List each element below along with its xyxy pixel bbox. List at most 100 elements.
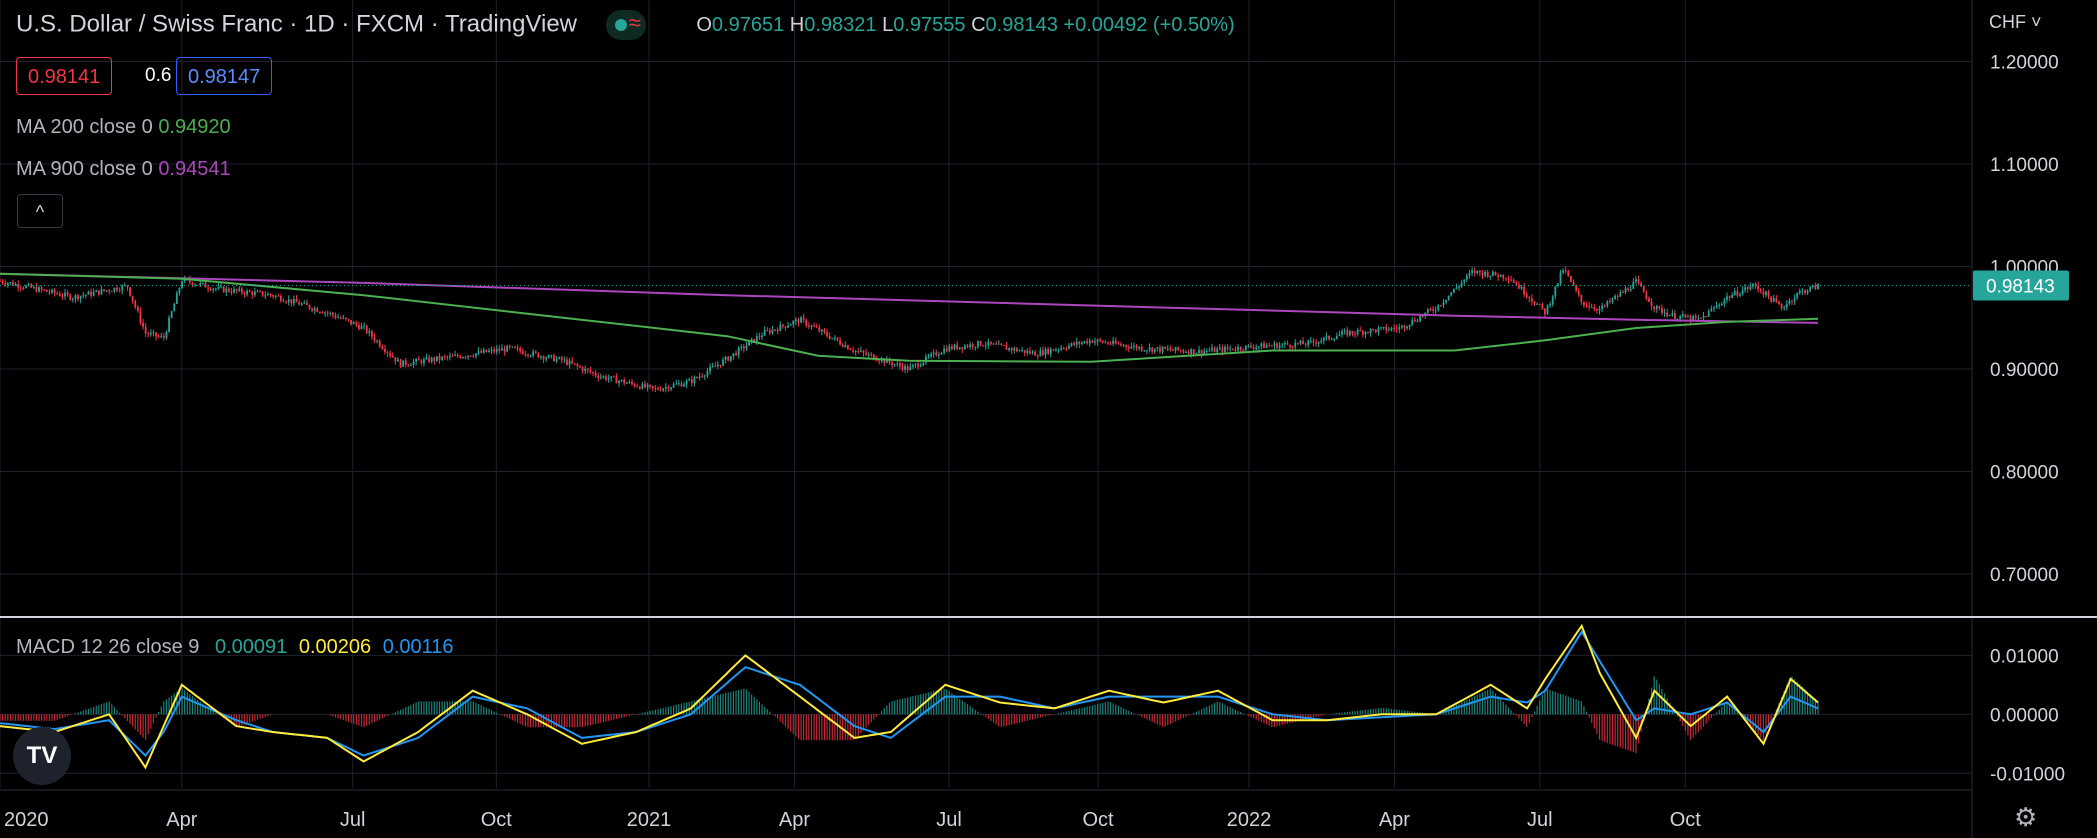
candle-body bbox=[443, 356, 446, 358]
candle-body bbox=[800, 317, 802, 323]
candle-body bbox=[623, 379, 626, 384]
candle-body bbox=[116, 287, 118, 291]
gear-icon[interactable]: ⚙ bbox=[2014, 802, 2038, 832]
x-tick-label: Oct bbox=[1083, 809, 1115, 831]
candle-body bbox=[524, 354, 527, 356]
candle-body bbox=[836, 337, 839, 341]
candle-body bbox=[214, 288, 217, 290]
candle-body bbox=[1564, 270, 1567, 272]
candle-body bbox=[306, 302, 308, 306]
candle-body bbox=[1408, 324, 1411, 327]
ma200-label: MA 200 close 0 bbox=[16, 116, 153, 138]
candle-body bbox=[1278, 345, 1281, 349]
candle-body bbox=[56, 293, 59, 295]
candle-body bbox=[992, 343, 995, 345]
candle-body bbox=[547, 355, 550, 358]
candle-body bbox=[69, 294, 72, 300]
candle-body bbox=[290, 299, 293, 304]
candle-body bbox=[758, 336, 761, 338]
collapse-legend-button[interactable]: ^ bbox=[17, 194, 63, 228]
candle-body bbox=[966, 345, 969, 347]
candle-body bbox=[165, 331, 168, 338]
candle-body bbox=[308, 305, 311, 309]
candle-body bbox=[935, 352, 938, 356]
candle-body bbox=[196, 284, 199, 286]
candle-body bbox=[709, 366, 711, 372]
candle-body bbox=[1720, 303, 1723, 305]
candle-body bbox=[1094, 341, 1096, 343]
candle-body bbox=[269, 293, 272, 296]
candle-body bbox=[391, 355, 394, 358]
candle-body bbox=[256, 291, 259, 293]
candle-body bbox=[568, 360, 571, 365]
candle-body bbox=[680, 383, 683, 387]
candle-body bbox=[100, 289, 103, 295]
candle-body bbox=[149, 332, 152, 335]
candle-body bbox=[1159, 347, 1161, 352]
candle-body bbox=[1276, 343, 1278, 349]
candle-body bbox=[1185, 351, 1187, 353]
candle-body bbox=[454, 354, 457, 356]
candle-body bbox=[683, 384, 685, 387]
candle-body bbox=[1559, 272, 1562, 284]
currency-selector[interactable]: CHF ˅ bbox=[1989, 12, 2042, 32]
candle-body bbox=[27, 284, 30, 286]
candle-body bbox=[342, 317, 345, 319]
candle-body bbox=[300, 303, 303, 305]
candle-body bbox=[919, 365, 922, 367]
sell-price-button[interactable]: 0.98141 bbox=[16, 57, 113, 95]
candle-body bbox=[1374, 329, 1377, 333]
candle-body bbox=[45, 289, 48, 292]
candle-body bbox=[464, 357, 467, 359]
candle-body bbox=[30, 284, 33, 288]
buy-price-button[interactable]: 0.98147 bbox=[176, 57, 273, 95]
ma900-legend[interactable]: MA 900 close 0 0.94541 bbox=[16, 158, 231, 181]
candle-body bbox=[332, 312, 334, 316]
candle-body bbox=[576, 363, 579, 367]
candle-body bbox=[1133, 345, 1135, 347]
candle-body bbox=[529, 355, 532, 357]
ma200-legend[interactable]: MA 200 close 0 0.94920 bbox=[16, 116, 231, 139]
candle-body bbox=[1629, 288, 1632, 291]
candle-body bbox=[1068, 345, 1070, 349]
candle-body bbox=[930, 353, 933, 357]
candle-body bbox=[1294, 342, 1297, 348]
candle-body bbox=[672, 384, 675, 388]
candle-body bbox=[748, 341, 750, 346]
candle-body bbox=[1198, 349, 1200, 353]
candle-body bbox=[1661, 307, 1663, 313]
candle-body bbox=[1031, 351, 1034, 354]
candle-body bbox=[1364, 332, 1367, 335]
candle-body bbox=[607, 378, 610, 380]
candle-body bbox=[339, 317, 342, 319]
candle-body bbox=[1739, 294, 1741, 296]
candle-body bbox=[82, 295, 85, 297]
x-tick-label: Apr bbox=[779, 809, 810, 831]
candle-body bbox=[1302, 340, 1304, 345]
candle-body bbox=[1122, 345, 1125, 347]
candle-body bbox=[1473, 270, 1476, 274]
candle-body bbox=[1237, 346, 1239, 351]
candle-body bbox=[1117, 343, 1120, 345]
candle-body bbox=[633, 383, 636, 387]
candle-body bbox=[1393, 327, 1395, 329]
candle-body bbox=[618, 381, 620, 384]
candle-body bbox=[1491, 271, 1494, 276]
candle-body bbox=[1707, 310, 1710, 317]
candle-body bbox=[841, 344, 844, 347]
candle-body bbox=[1109, 343, 1112, 345]
candle-body bbox=[1047, 348, 1050, 354]
x-tick-label: Apr bbox=[1379, 809, 1410, 831]
candle-body bbox=[1580, 294, 1583, 302]
candle-body bbox=[1757, 285, 1760, 290]
candle-body bbox=[766, 330, 769, 332]
candle-body bbox=[279, 295, 282, 301]
candle-body bbox=[563, 359, 566, 361]
macd-legend[interactable]: MACD 12 26 close 9 0.00091 0.00206 0.001… bbox=[16, 636, 454, 659]
candle-body bbox=[1637, 279, 1640, 284]
candle-body bbox=[716, 364, 719, 367]
candle-body bbox=[1107, 342, 1109, 344]
symbol-title[interactable]: U.S. Dollar / Swiss Franc · 1D · FXCM · … bbox=[16, 10, 578, 38]
candle-body bbox=[84, 294, 87, 296]
